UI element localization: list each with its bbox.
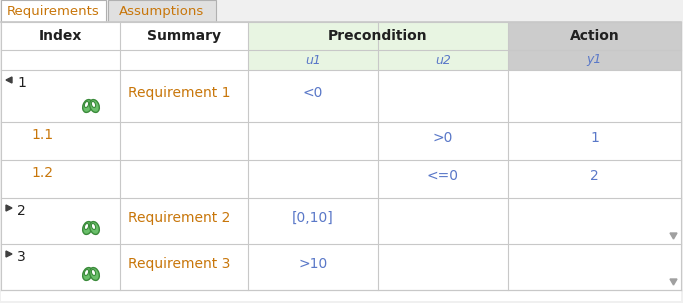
- Text: 3: 3: [17, 250, 26, 264]
- FancyBboxPatch shape: [108, 0, 216, 22]
- Text: <0: <0: [303, 86, 323, 100]
- Text: Requirement 1: Requirement 1: [128, 86, 230, 100]
- Text: 2: 2: [17, 204, 26, 218]
- Ellipse shape: [85, 269, 89, 275]
- Ellipse shape: [85, 102, 89, 108]
- Text: u2: u2: [435, 54, 451, 66]
- FancyBboxPatch shape: [248, 50, 508, 70]
- Text: 1.1: 1.1: [31, 128, 53, 142]
- FancyBboxPatch shape: [248, 22, 508, 50]
- Text: 2: 2: [590, 169, 599, 183]
- Text: >0: >0: [433, 131, 454, 145]
- Ellipse shape: [89, 268, 99, 281]
- Ellipse shape: [92, 102, 96, 108]
- Text: Precondition: Precondition: [329, 29, 428, 43]
- Text: y1: y1: [587, 54, 602, 66]
- Text: u1: u1: [305, 54, 321, 66]
- Ellipse shape: [89, 221, 99, 235]
- Polygon shape: [6, 251, 12, 257]
- Text: Requirements: Requirements: [7, 5, 100, 18]
- Ellipse shape: [83, 268, 92, 281]
- FancyBboxPatch shape: [508, 22, 681, 50]
- Text: Assumptions: Assumptions: [120, 5, 205, 18]
- Text: Summary: Summary: [147, 29, 221, 43]
- Ellipse shape: [83, 221, 92, 235]
- Text: >10: >10: [298, 257, 328, 271]
- Ellipse shape: [92, 269, 96, 275]
- Polygon shape: [6, 77, 12, 83]
- Ellipse shape: [83, 100, 92, 112]
- Text: 1: 1: [17, 76, 26, 90]
- FancyBboxPatch shape: [1, 22, 681, 301]
- Polygon shape: [670, 233, 677, 239]
- FancyBboxPatch shape: [1, 50, 248, 70]
- Polygon shape: [670, 279, 677, 285]
- FancyBboxPatch shape: [1, 22, 248, 50]
- Text: <=0: <=0: [427, 169, 459, 183]
- Text: Index: Index: [39, 29, 82, 43]
- Text: 1.2: 1.2: [31, 166, 53, 180]
- Ellipse shape: [85, 224, 89, 230]
- Text: [0,10]: [0,10]: [292, 211, 334, 225]
- FancyBboxPatch shape: [508, 50, 681, 70]
- FancyBboxPatch shape: [1, 0, 106, 22]
- Polygon shape: [6, 205, 12, 211]
- Ellipse shape: [92, 224, 96, 230]
- Ellipse shape: [89, 100, 99, 112]
- Text: Action: Action: [570, 29, 619, 43]
- Text: 1: 1: [590, 131, 599, 145]
- Text: Requirement 3: Requirement 3: [128, 257, 230, 271]
- Text: Requirement 2: Requirement 2: [128, 211, 230, 225]
